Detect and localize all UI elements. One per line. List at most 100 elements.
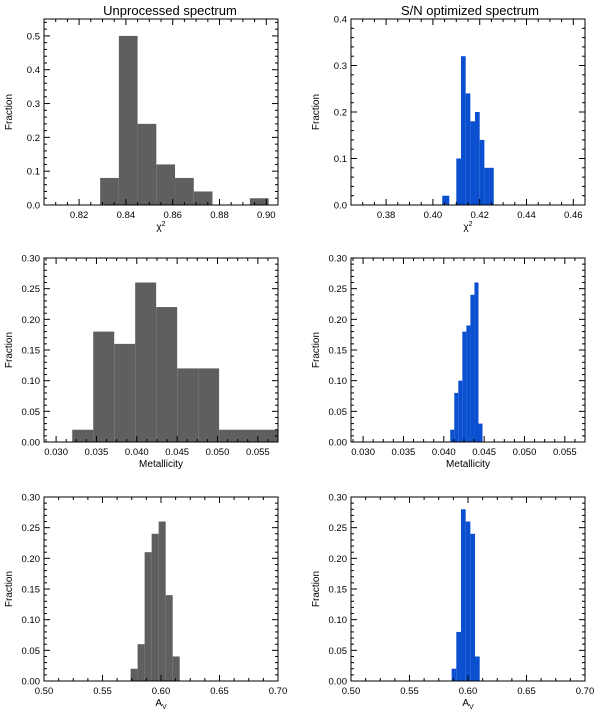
x-axis-label: χ2 [463,221,472,233]
x-axis-label: χ2 [156,221,165,233]
y-tick-label: 0.1 [334,154,347,165]
histogram-bar [470,121,476,205]
y-tick-label: 0.15 [22,585,41,596]
histogram-bar [130,668,138,681]
x-tick-label: 0.030 [351,447,375,458]
histogram-bar [175,177,194,205]
y-tick-label: 0.2 [27,133,40,144]
x-tick-label: 0.60 [152,686,171,697]
histogram-bar [193,191,213,205]
y-tick-label: 0.20 [22,315,41,326]
chart-panel-bottom-left: 0.50 0.55 0.60 0.65 0.70 0.00 0.05 0.10 0.15 0.20… [4,493,287,712]
histogram-bar [451,668,457,681]
histogram-bar [475,112,480,205]
histogram-bar [156,164,176,205]
y-tick-label: 0.25 [329,523,348,534]
x-tick-label: 0.40 [424,210,443,221]
chart-panel-top-right: 0.38 0.40 0.42 0.44 0.46 0.0 0.1 0.2 0.3 0.4 χ2 Fra… [311,15,586,233]
y-axis-label: Fraction [311,332,322,368]
histogram-bar [470,533,476,681]
x-tick-label: 0.70 [269,686,288,697]
histogram-bar [484,167,490,205]
y-tick-label: 0.25 [329,284,348,295]
histogram-bar [172,656,180,681]
y-tick-label: 0.00 [329,438,348,449]
y-tick-label: 0.15 [329,346,348,357]
x-axis-label: Metallicity [139,459,183,470]
histogram-bar [450,429,455,442]
y-tick-label: 0.20 [22,554,41,565]
x-tick-label: 0.38 [377,210,396,221]
histogram-bar [465,93,471,205]
histogram-bar [454,392,459,442]
y-axis-label: Fraction [4,94,15,130]
histogram-bar [93,331,115,442]
x-tick-label: 0.055 [553,447,577,458]
x-tick-label: 0.035 [85,447,109,458]
histogram-bar [137,123,157,205]
x-tick-label: 0.46 [564,210,583,221]
x-tick-label: 0.55 [400,686,419,697]
y-tick-label: 0.25 [22,523,41,534]
x-tick-label: 0.050 [513,447,537,458]
histogram-bar [465,521,471,681]
histogram-bar [456,631,461,681]
histogram-bar [198,368,220,442]
histogram-bar [219,429,278,442]
x-tick-label: 0.050 [206,447,230,458]
x-axis-label: AV [462,698,474,711]
x-tick-label: 0.70 [576,686,595,697]
y-tick-label: 0.5 [27,31,40,42]
histogram-bar [249,198,269,205]
y-tick-label: 0.25 [22,284,41,295]
x-tick-label: 0.055 [246,447,270,458]
x-tick-label: 0.045 [472,447,496,458]
y-axis-label: Fraction [311,94,322,130]
x-tick-label: 0.50 [35,686,54,697]
y-tick-label: 0.10 [329,615,348,626]
histogram-bar [135,282,157,442]
y-tick-label: 0.00 [22,438,41,449]
histogram-bar [137,644,145,681]
histogram-bar [72,429,94,442]
y-tick-label: 0.05 [22,646,41,657]
histogram-bar [151,533,159,681]
y-tick-label: 0.30 [329,493,348,504]
histogram-bar [462,331,467,442]
y-axis-label: Fraction [311,571,322,607]
x-tick-label: 0.040 [432,447,456,458]
y-tick-label: 0.30 [22,254,41,265]
chart-panel-middle-left: 0.030 0.035 0.040 0.045 0.050 0.055 0.00 0.05 0.… [4,254,279,470]
histogram-bar [479,139,485,205]
y-tick-label: 0.10 [22,615,41,626]
x-tick-label: 0.42 [470,210,489,221]
histogram-bar [456,158,461,205]
x-tick-label: 0.88 [210,210,229,221]
y-tick-label: 0.2 [334,108,347,119]
y-tick-label: 0.3 [334,61,347,72]
histogram-bar [460,509,466,681]
histogram-bar [470,294,475,442]
histogram-bar [474,282,479,442]
histogram-bar [442,195,450,205]
x-tick-label: 0.65 [517,686,536,697]
x-tick-label: 0.86 [163,210,182,221]
y-axis-label: Fraction [4,332,15,368]
x-axis-label: Metallicity [446,459,490,470]
y-tick-label: 0.3 [27,99,40,110]
y-tick-label: 0.15 [22,346,41,357]
x-tick-label: 0.65 [210,686,229,697]
chart-panel-top-left: 0.82 0.84 0.86 0.88 0.90 0.0 0.1 0.2 0.3 0.4 0.5 χ2… [4,18,279,233]
y-tick-label: 0.05 [329,646,348,657]
column-title-unprocessed: Unprocessed spectrum [103,3,237,18]
x-tick-label: 0.030 [44,447,68,458]
y-tick-label: 0.20 [329,554,348,565]
histogram-bar [118,35,138,205]
x-tick-label: 0.84 [117,210,136,221]
histogram-bar [489,167,494,205]
y-tick-label: 0.4 [334,15,347,26]
x-tick-label: 0.035 [392,447,416,458]
chart-panel-bottom-right: 0.50 0.55 0.60 0.65 0.70 0.00 0.05 0.10 0.15 0.20… [311,493,594,712]
y-tick-label: 0.30 [22,493,41,504]
